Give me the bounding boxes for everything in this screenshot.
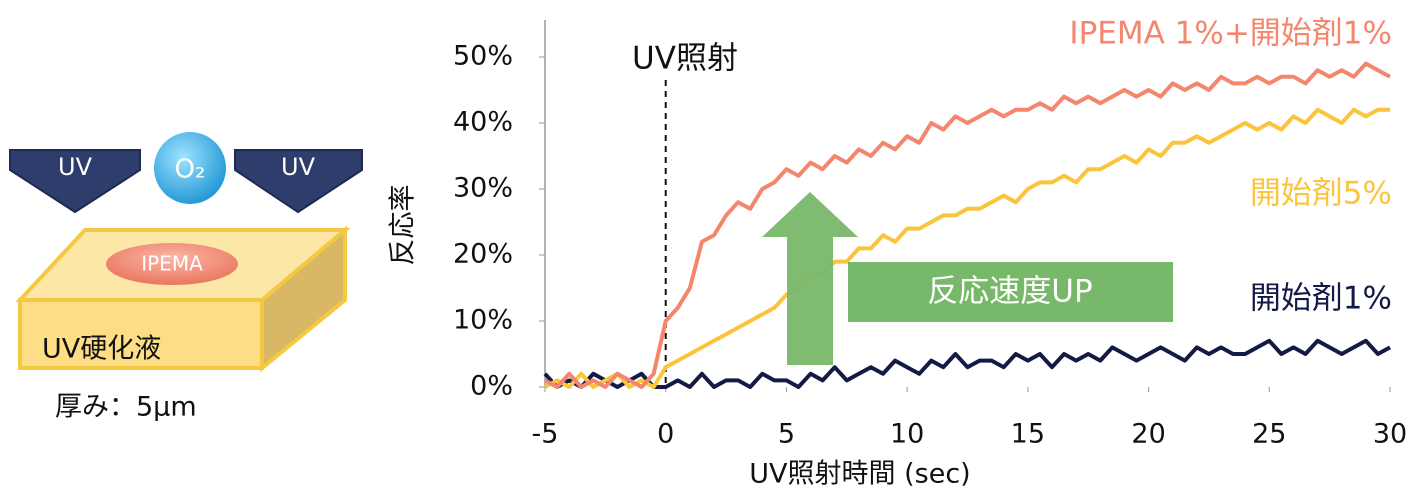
diagram: UV UV O₂ IPEMA UV硬化液 厚み：5μm (10, 132, 362, 423)
y-tick-label: 0% (470, 371, 513, 402)
annotation: 反応速度UP (927, 274, 1092, 310)
liquid-label: UV硬化液 (42, 334, 161, 365)
y-tick-label: 40% (453, 107, 513, 138)
y-tick-label: 30% (453, 173, 513, 204)
uv-label: UV (281, 153, 316, 181)
x-tick-label: -5 (532, 419, 559, 450)
chart: 0% 10% 20% 30% 40% 50% -5 0 5 10 15 20 25 30 UV照射時間 (s… (388, 16, 1408, 490)
series-label: 開始剤1% (1250, 281, 1392, 317)
x-tick-label: 10 (890, 419, 924, 450)
uv-label: UV (58, 153, 93, 181)
series-label: 開始剤5% (1250, 176, 1392, 212)
oxygen-label: O₂ (175, 155, 206, 185)
series-label: IPEMA 1%+開始剤1% (1069, 16, 1392, 52)
x-tick-label: 5 (778, 419, 795, 450)
page: UV UV O₂ IPEMA UV硬化液 厚み：5μm 0% 10% 20% 30% 4… (0, 0, 1415, 495)
y-axis-label: 反応率 (388, 185, 419, 266)
x-tick-label: 0 (657, 419, 674, 450)
x-tick-label: 30 (1373, 419, 1407, 450)
increase-arrow (762, 192, 858, 365)
annotation: UV照射 (632, 41, 738, 77)
y-tick-label: 10% (453, 305, 513, 336)
series-line (545, 64, 1390, 387)
x-tick-label: 20 (1131, 419, 1165, 450)
x-tick-label: 25 (1252, 419, 1286, 450)
y-tick-label: 20% (453, 239, 513, 270)
x-axis-label: UV照射時間 (sec) (749, 459, 970, 490)
thickness-label: 厚み：5μm (55, 392, 197, 423)
x-tick-label: 15 (1011, 419, 1045, 450)
y-tick-label: 50% (453, 41, 513, 72)
ipema-label: IPEMA (141, 252, 203, 276)
